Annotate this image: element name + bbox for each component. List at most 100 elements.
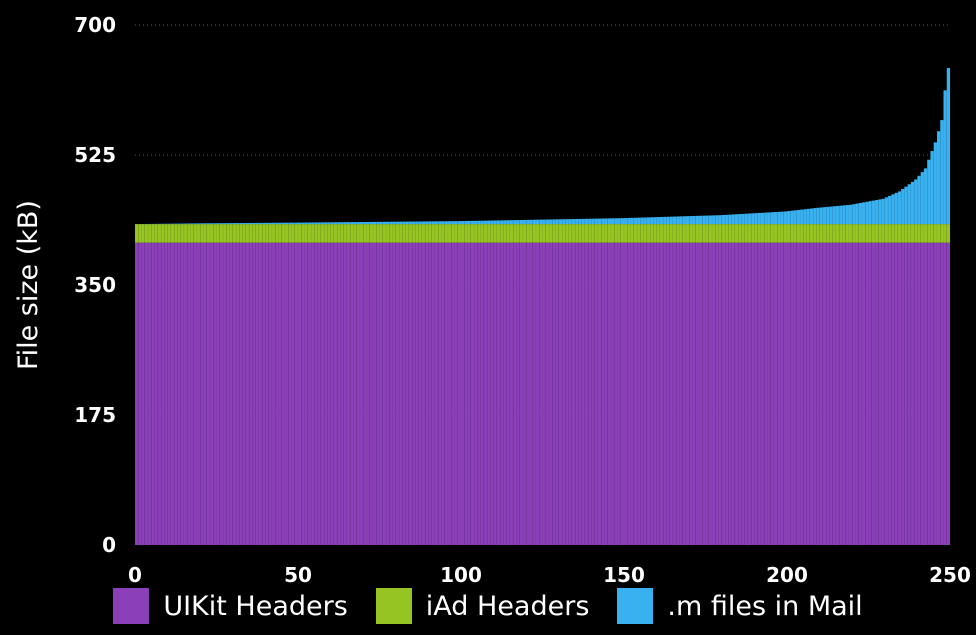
- bar-176-series-1: [705, 224, 709, 243]
- bar-34-series-1: [242, 224, 246, 243]
- bar-55-series-2: [311, 222, 315, 225]
- bar-120-series-2: [522, 219, 527, 225]
- bar-246-series-1: [933, 224, 938, 243]
- bar-250-series-1: [946, 224, 951, 243]
- bar-242-series-1: [920, 224, 924, 243]
- y-tick-2: 350: [74, 273, 116, 297]
- bar-170-series-1: [685, 224, 690, 243]
- bar-166-series-2: [672, 216, 677, 225]
- bar-33-series-0: [239, 242, 243, 545]
- bar-56-series-0: [314, 242, 318, 545]
- legend-label-mail: .m files in Mail: [667, 590, 863, 622]
- bar-150-series-1: [620, 224, 625, 243]
- bar-15-series-1: [180, 224, 184, 243]
- bar-66-series-0: [346, 242, 351, 545]
- bar-201-series-1: [787, 224, 791, 243]
- bar-42-series-2: [268, 222, 272, 225]
- bar-248-series-1: [940, 224, 944, 243]
- bar-148-series-2: [614, 218, 618, 225]
- bar-58-series-0: [320, 242, 325, 545]
- bar-154-series-1: [633, 224, 638, 243]
- bar-50-series-1: [294, 224, 299, 243]
- bar-176-series-2: [705, 215, 709, 225]
- bar-106-series-2: [477, 220, 481, 225]
- bar-142-series-2: [594, 218, 598, 225]
- bar-68-series-0: [353, 242, 357, 545]
- bar-142-series-1: [594, 224, 598, 243]
- bar-29-series-1: [226, 224, 230, 243]
- bar-155-series-2: [637, 217, 641, 225]
- bar-18-series-1: [190, 224, 194, 243]
- bar-40-series-0: [262, 242, 266, 545]
- legend-item-iad: iAd Headers: [375, 588, 589, 624]
- bar-149-series-0: [617, 242, 621, 545]
- bar-118-series-1: [516, 224, 520, 243]
- bar-69-series-2: [356, 222, 360, 225]
- bar-56-series-1: [314, 224, 318, 243]
- bar-8-series-1: [157, 224, 162, 243]
- bar-9-series-1: [161, 224, 165, 243]
- bar-151-series-1: [624, 224, 628, 243]
- bar-79-series-0: [389, 242, 393, 545]
- bar-133-series-1: [565, 224, 569, 243]
- bar-71-series-1: [363, 224, 367, 243]
- bar-164-series-1: [666, 224, 670, 243]
- bar-83-series-2: [402, 221, 406, 225]
- bar-60-series-2: [327, 222, 331, 225]
- bar-247-series-2: [936, 131, 941, 225]
- bar-214-series-0: [829, 242, 833, 545]
- bar-125-series-1: [539, 224, 543, 243]
- bar-72-series-0: [366, 242, 370, 545]
- bar-189-series-2: [747, 213, 752, 225]
- bar-189-series-0: [747, 242, 752, 545]
- bar-230-series-0: [881, 242, 885, 545]
- bar-227-series-2: [871, 200, 876, 225]
- bar-129-series-2: [552, 219, 556, 225]
- bar-80-series-0: [392, 242, 396, 545]
- bar-129-series-1: [552, 224, 556, 243]
- bar-201-series-0: [787, 242, 791, 545]
- bar-39-series-0: [258, 242, 263, 545]
- bar-146-series-2: [607, 218, 612, 225]
- bar-111-series-2: [493, 220, 497, 225]
- bar-156-series-1: [640, 224, 644, 243]
- bar-104-series-0: [470, 242, 475, 545]
- bar-6-series-1: [151, 224, 155, 243]
- bar-55-series-1: [311, 224, 315, 243]
- bar-173-series-2: [695, 215, 700, 225]
- bar-72-series-2: [366, 221, 370, 225]
- bar-139-series-1: [584, 224, 589, 243]
- bar-31-series-1: [232, 224, 237, 243]
- bar-79-series-2: [389, 221, 393, 225]
- bar-156-series-0: [640, 242, 644, 545]
- bar-92-series-0: [431, 242, 435, 545]
- bar-135-series-2: [571, 219, 576, 225]
- bar-86-series-1: [412, 224, 416, 243]
- x-tick-2: 100: [440, 563, 482, 587]
- bar-213-series-1: [826, 224, 830, 243]
- bar-119-series-2: [519, 219, 523, 225]
- bar-1-series-1: [135, 224, 139, 243]
- bar-103-series-1: [467, 224, 471, 243]
- bar-227-series-1: [871, 224, 876, 243]
- bar-210-series-2: [816, 207, 820, 225]
- bar-138-series-2: [581, 218, 585, 225]
- bar-94-series-2: [438, 221, 442, 225]
- bar-42-series-0: [268, 242, 272, 545]
- bar-46-series-0: [281, 242, 286, 545]
- bar-143-series-2: [597, 218, 602, 225]
- bar-195-series-1: [767, 224, 771, 243]
- bar-129-series-0: [552, 242, 556, 545]
- bar-77-series-2: [382, 221, 387, 225]
- bar-156-series-2: [640, 217, 644, 225]
- bar-200-series-1: [783, 224, 788, 243]
- bar-93-series-2: [434, 221, 439, 225]
- bar-65-series-2: [343, 222, 347, 225]
- bar-59-series-0: [324, 242, 328, 545]
- bar-28-series-1: [223, 224, 227, 243]
- bar-190-series-0: [751, 242, 755, 545]
- bar-62-series-1: [333, 224, 338, 243]
- bar-235-series-1: [897, 224, 902, 243]
- bar-34-series-2: [242, 222, 246, 225]
- bar-60-series-1: [327, 224, 331, 243]
